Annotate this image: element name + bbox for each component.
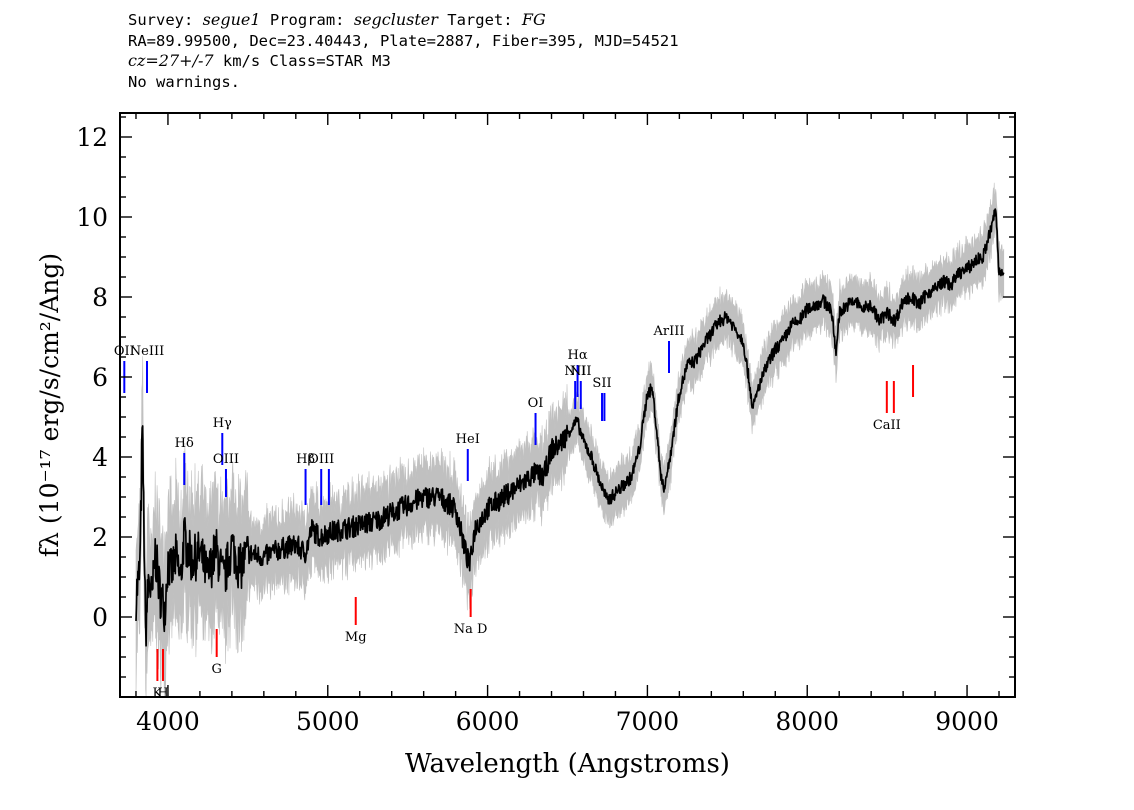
emission-line-label: Hγ <box>213 416 232 431</box>
emission-line-label: NII <box>570 364 592 379</box>
flux-series-line <box>135 208 1005 647</box>
x-tick-label: 7000 <box>616 707 680 736</box>
emission-line-label: OI <box>528 396 544 411</box>
emission-line-label: Hα <box>568 348 588 363</box>
header-line-redshift: cz=27+/-7 km/s Class=STAR M3 <box>128 51 679 72</box>
absorption-line-label: Mg <box>345 630 367 645</box>
emission-line-label: ArIII <box>652 324 684 339</box>
x-axis-label: Wavelength (Angstroms) <box>405 749 730 779</box>
header-line-coordinates: RA=89.99500, Dec=23.40443, Plate=2887, F… <box>128 31 679 50</box>
x-tick-label: 6000 <box>456 707 520 736</box>
absorption-line-label: K <box>153 686 163 701</box>
plot-frame <box>119 112 1016 698</box>
emission-line-label: SII <box>592 376 611 391</box>
class-info: km/s Class=STAR M3 <box>213 52 391 70</box>
emission-line-label: NeIII <box>130 344 164 359</box>
survey-label: Survey: <box>128 11 203 29</box>
y-axis-label: fλ (10⁻¹⁷ erg/s/cm²/Ang) <box>35 253 64 557</box>
y-tick-label: 12 <box>76 123 108 152</box>
program-label: Program: <box>260 11 354 29</box>
header-line-survey: Survey: segue1 Program: segcluster Targe… <box>128 10 679 31</box>
x-tick-label: 4000 <box>136 707 200 736</box>
y-tick-label: 8 <box>92 283 108 312</box>
target-value: FG <box>521 10 546 29</box>
header-line-warnings: No warnings. <box>128 72 240 91</box>
emission-line-label: OIII <box>213 452 239 467</box>
axis-ticks <box>120 113 1015 697</box>
absorption-line-label: G <box>211 662 221 677</box>
error-band-layer <box>135 182 1005 698</box>
axis-tick-labels: 4000 5000 6000 7000 8000 9000 0 2 4 6 8 10 12 <box>76 123 999 736</box>
absorption-line-label: H <box>157 686 168 701</box>
y-tick-label: 10 <box>76 203 108 232</box>
y-tick-label: 4 <box>92 443 108 472</box>
emission-line-label: HeI <box>456 432 480 447</box>
emission-line-label: OIII <box>308 452 334 467</box>
emission-line-label: Hβ <box>296 452 315 467</box>
y-tick-label: 6 <box>92 363 108 392</box>
x-tick-label: 8000 <box>775 707 839 736</box>
y-tick-label: 0 <box>92 603 108 632</box>
absorption-line-label: CaII <box>873 418 901 433</box>
emission-line-label: Hδ <box>175 436 194 451</box>
y-tick-label: 2 <box>92 523 108 552</box>
cz-value: cz=27+/-7 <box>128 51 214 70</box>
x-tick-label: 5000 <box>296 707 360 736</box>
flux-layer <box>135 208 1005 647</box>
emission-line-label: NII <box>564 364 586 379</box>
x-tick-label: 9000 <box>935 707 999 736</box>
survey-value: segue1 <box>202 10 261 29</box>
spectrum-header: Survey: segue1 Program: segcluster Targe… <box>128 10 679 92</box>
program-value: segcluster <box>353 10 438 29</box>
absorption-line-label: Na D <box>454 622 488 637</box>
error-band <box>135 182 1005 698</box>
target-label: Target: <box>437 11 522 29</box>
